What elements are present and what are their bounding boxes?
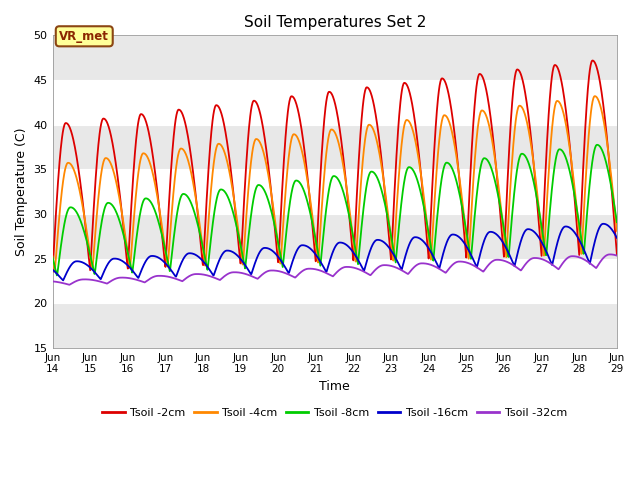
- Tsoil -4cm: [49, 253, 56, 259]
- Tsoil -4cm: [613, 228, 621, 234]
- X-axis label: Time: Time: [319, 380, 350, 393]
- Tsoil -8cm: [49, 254, 56, 260]
- Tsoil -4cm: [547, 148, 554, 154]
- Tsoil -32cm: [547, 260, 554, 266]
- Tsoil -2cm: [546, 96, 554, 101]
- Line: Tsoil -4cm: Tsoil -4cm: [52, 96, 617, 271]
- Tsoil -4cm: [591, 93, 599, 99]
- Tsoil -16cm: [613, 235, 621, 241]
- Tsoil -16cm: [423, 242, 431, 248]
- Line: Tsoil -2cm: Tsoil -2cm: [52, 60, 617, 272]
- Tsoil -16cm: [237, 257, 245, 263]
- Tsoil -8cm: [175, 203, 182, 209]
- Tsoil -2cm: [237, 253, 245, 259]
- Tsoil -16cm: [49, 267, 56, 273]
- Tsoil -2cm: [422, 228, 430, 234]
- Tsoil -32cm: [423, 261, 431, 266]
- Tsoil -2cm: [589, 58, 596, 63]
- Bar: [52, 36, 617, 80]
- Tsoil -8cm: [161, 244, 168, 250]
- Tsoil -16cm: [175, 267, 182, 273]
- Tsoil -16cm: [600, 221, 607, 227]
- Tsoil -8cm: [237, 247, 245, 253]
- Tsoil -2cm: [49, 269, 56, 275]
- Tsoil -8cm: [497, 205, 504, 211]
- Tsoil -4cm: [237, 252, 245, 258]
- Tsoil -2cm: [161, 254, 168, 260]
- Tsoil -8cm: [593, 142, 601, 148]
- Tsoil -8cm: [423, 219, 431, 225]
- Line: Tsoil -8cm: Tsoil -8cm: [52, 145, 617, 276]
- Tsoil -32cm: [497, 257, 504, 263]
- Tsoil -16cm: [60, 277, 67, 283]
- Tsoil -32cm: [237, 270, 245, 276]
- Legend: Tsoil -2cm, Tsoil -4cm, Tsoil -8cm, Tsoil -16cm, Tsoil -32cm: Tsoil -2cm, Tsoil -4cm, Tsoil -8cm, Tsoi…: [98, 403, 572, 422]
- Tsoil -16cm: [547, 258, 554, 264]
- Tsoil -2cm: [496, 207, 504, 213]
- Bar: [52, 214, 617, 259]
- Title: Soil Temperatures Set 2: Soil Temperatures Set 2: [244, 15, 426, 30]
- Y-axis label: Soil Temperature (C): Soil Temperature (C): [15, 127, 28, 256]
- Text: VR_met: VR_met: [60, 30, 109, 43]
- Tsoil -4cm: [161, 243, 168, 249]
- Tsoil -8cm: [547, 204, 554, 210]
- Tsoil -32cm: [49, 278, 56, 284]
- Tsoil -4cm: [497, 200, 504, 205]
- Tsoil -8cm: [613, 219, 621, 225]
- Tsoil -32cm: [161, 273, 168, 279]
- Tsoil -16cm: [161, 260, 168, 265]
- Tsoil -32cm: [613, 253, 621, 259]
- Bar: [52, 303, 617, 348]
- Tsoil -8cm: [53, 273, 61, 278]
- Tsoil -32cm: [175, 277, 182, 283]
- Bar: [52, 125, 617, 169]
- Tsoil -4cm: [175, 151, 182, 156]
- Tsoil -32cm: [65, 282, 73, 288]
- Line: Tsoil -32cm: Tsoil -32cm: [52, 254, 617, 285]
- Tsoil -2cm: [174, 107, 182, 113]
- Tsoil -2cm: [613, 251, 621, 257]
- Tsoil -4cm: [51, 268, 59, 274]
- Tsoil -32cm: [606, 252, 614, 257]
- Tsoil -16cm: [497, 236, 504, 241]
- Line: Tsoil -16cm: Tsoil -16cm: [52, 224, 617, 280]
- Tsoil -4cm: [423, 218, 431, 224]
